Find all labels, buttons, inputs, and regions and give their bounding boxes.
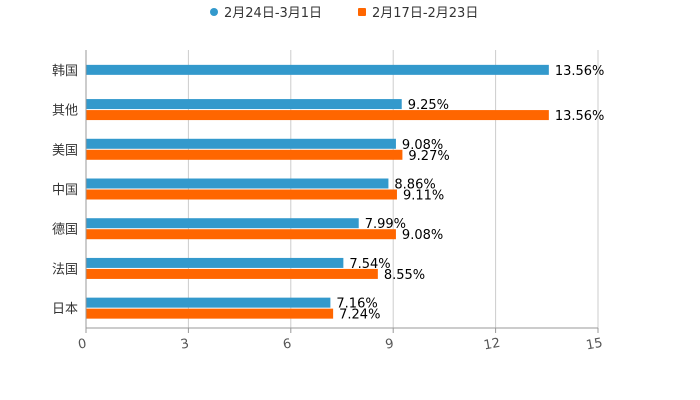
legend-label-series-0[interactable]: 2月24日-3月1日 <box>224 6 322 21</box>
bar-0-0[interactable] <box>86 64 549 75</box>
x-tick-label-5: 15 <box>585 336 604 354</box>
bar-0-5[interactable] <box>86 257 344 268</box>
x-tick-label-0: 0 <box>77 336 88 352</box>
value-label-1-2: 9.27% <box>408 149 449 164</box>
legend-marker-series-0[interactable] <box>210 8 218 16</box>
x-tick-label-1: 3 <box>179 336 190 352</box>
bar-1-5[interactable] <box>86 268 378 279</box>
bar-0-1[interactable] <box>86 99 402 110</box>
bar-0-6[interactable] <box>86 297 331 308</box>
value-label-0-6: 7.16% <box>336 297 377 312</box>
bar-0-4[interactable] <box>86 218 359 229</box>
category-label-4: 德国 <box>52 223 78 238</box>
bar-1-6[interactable] <box>86 308 334 319</box>
value-label-0-0: 13.56% <box>555 64 605 79</box>
value-label-0-1: 9.25% <box>408 98 449 113</box>
bar-1-4[interactable] <box>86 229 396 240</box>
value-label-0-2: 9.08% <box>402 138 443 153</box>
bar-0-2[interactable] <box>86 138 396 149</box>
x-tick-label-3: 9 <box>384 336 395 352</box>
bar-0-3[interactable] <box>86 178 389 189</box>
bar-1-2[interactable] <box>86 149 403 160</box>
category-label-1: 其他 <box>52 104 78 119</box>
bar-1-1[interactable] <box>86 110 549 121</box>
value-label-0-4: 7.99% <box>365 217 406 232</box>
category-label-6: 日本 <box>52 302 78 317</box>
category-label-3: 中国 <box>52 183 78 198</box>
value-label-0-5: 7.54% <box>349 257 390 272</box>
bar-1-3[interactable] <box>86 189 397 200</box>
chart-grid <box>85 50 599 328</box>
x-tick-label-2: 6 <box>282 336 293 352</box>
category-label-5: 法国 <box>52 262 78 277</box>
value-label-1-1: 13.56% <box>555 109 605 124</box>
category-label-2: 美国 <box>52 143 78 158</box>
value-label-1-6: 7.24% <box>339 308 380 323</box>
chart-legend: 2月24日-3月1日 2月17日-2月23日 <box>210 6 478 21</box>
category-label-0: 韩国 <box>52 64 78 79</box>
value-label-1-5: 8.55% <box>384 268 425 283</box>
x-tick-label-4: 12 <box>483 336 502 354</box>
value-label-0-3: 8.86% <box>394 178 435 193</box>
value-label-1-3: 9.11% <box>403 189 444 204</box>
legend-label-series-1[interactable]: 2月17日-2月23日 <box>372 6 478 21</box>
legend-marker-series-1[interactable] <box>358 8 366 16</box>
chart-bars: 13.56%9.25%13.56%9.08%9.27%8.86%9.11%7.9… <box>86 64 604 323</box>
value-label-1-4: 9.08% <box>402 228 443 243</box>
